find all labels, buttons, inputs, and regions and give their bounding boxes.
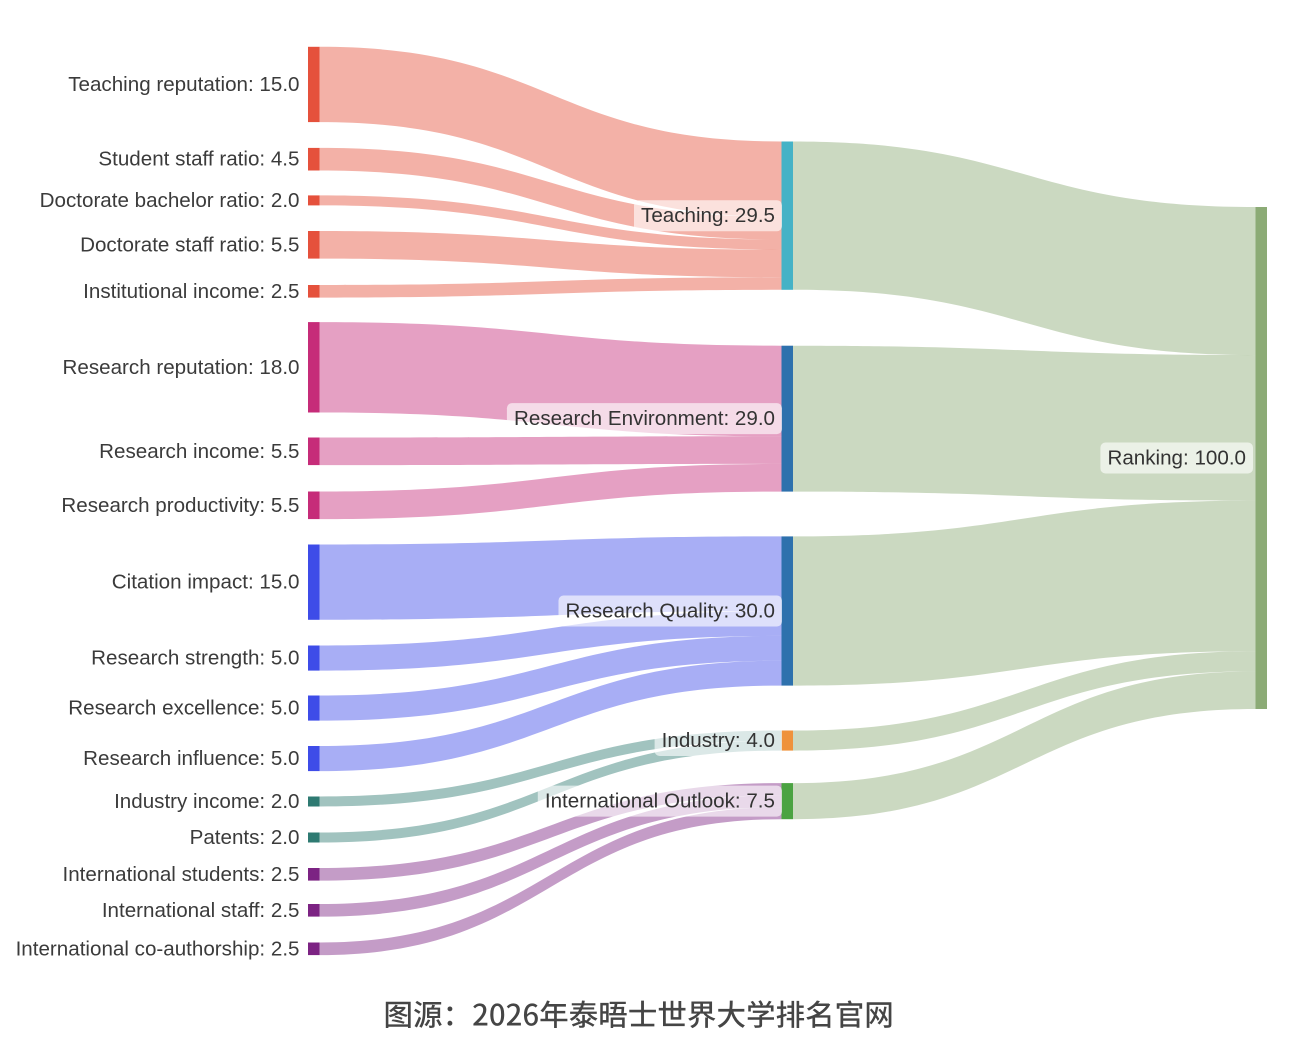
svg-text:Citation impact: 15.0: Citation impact: 15.0 bbox=[112, 571, 300, 594]
svg-text:Doctorate bachelor ratio: 2.0: Doctorate bachelor ratio: 2.0 bbox=[40, 189, 300, 212]
svg-text:Research reputation: 18.0: Research reputation: 18.0 bbox=[63, 356, 300, 379]
svg-text:International staff: 2.5: International staff: 2.5 bbox=[102, 899, 300, 922]
svg-text:Doctorate staff ratio: 5.5: Doctorate staff ratio: 5.5 bbox=[80, 233, 299, 256]
svg-text:Institutional income: 2.5: Institutional income: 2.5 bbox=[83, 280, 299, 303]
svg-text:Research Quality: 30.0: Research Quality: 30.0 bbox=[566, 600, 775, 623]
svg-text:International students: 2.5: International students: 2.5 bbox=[63, 863, 300, 886]
svg-text:Research income: 5.5: Research income: 5.5 bbox=[99, 440, 299, 463]
svg-text:Industry income: 2.0: Industry income: 2.0 bbox=[114, 790, 299, 813]
svg-text:Ranking: 100.0: Ranking: 100.0 bbox=[1107, 447, 1246, 470]
svg-text:Teaching: 29.5: Teaching: 29.5 bbox=[641, 204, 775, 227]
svg-text:International co-authorship: 2: International co-authorship: 2.5 bbox=[16, 937, 300, 960]
svg-text:Research Environment: 29.0: Research Environment: 29.0 bbox=[514, 407, 775, 430]
svg-text:Patents: 2.0: Patents: 2.0 bbox=[190, 826, 300, 849]
svg-text:Student staff ratio: 4.5: Student staff ratio: 4.5 bbox=[98, 148, 299, 171]
svg-text:International Outlook: 7.5: International Outlook: 7.5 bbox=[545, 790, 775, 813]
svg-text:Industry: 4.0: Industry: 4.0 bbox=[662, 729, 775, 752]
svg-text:Research influence: 5.0: Research influence: 5.0 bbox=[83, 747, 299, 770]
svg-text:Teaching reputation: 15.0: Teaching reputation: 15.0 bbox=[68, 73, 299, 96]
svg-text:Research productivity: 5.5: Research productivity: 5.5 bbox=[61, 494, 299, 517]
svg-text:Research excellence: 5.0: Research excellence: 5.0 bbox=[68, 697, 299, 720]
svg-text:Research strength: 5.0: Research strength: 5.0 bbox=[91, 647, 299, 670]
